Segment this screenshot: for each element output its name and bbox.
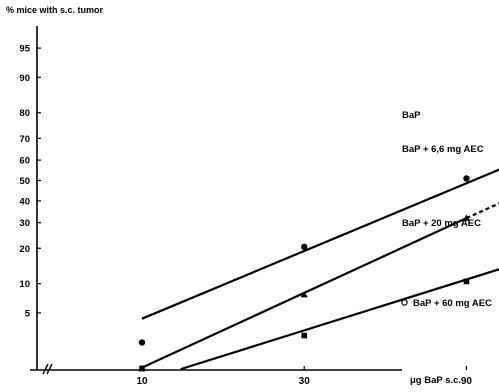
fit-line-bap-6-6-mg-aec-1 xyxy=(465,202,499,220)
y-tick-label-90: 90 xyxy=(19,73,30,84)
y-axis-label: % mice with s.c. tumor xyxy=(6,5,104,15)
series-label-bap-20-mg-aec: BaP + 20 mg AEC xyxy=(402,218,481,229)
axis-break-mark xyxy=(42,363,53,375)
x-axis-label: μg BaP s.c. xyxy=(410,375,461,386)
y-tick-label-20: 20 xyxy=(19,244,30,255)
data-points xyxy=(138,175,471,372)
y-tick-label-10: 10 xyxy=(19,279,30,290)
point-bap-6-6-mg-aec-1 xyxy=(300,291,308,298)
y-tick-label-70: 70 xyxy=(19,134,30,145)
series-label-bap-60-mg-aec: BaP + 60 mg AEC xyxy=(413,298,492,309)
y-tick-label-60: 60 xyxy=(19,156,30,167)
series-labels: BaP BaP + 6,6 mg AEC BaP + 20 mg AEC BaP + … xyxy=(401,110,492,309)
x-tick-label-90: 90 xyxy=(461,376,473,387)
point-bap-20-mg-aec-2 xyxy=(463,278,470,285)
y-tick-label-50: 50 xyxy=(19,176,30,187)
x-tick-label-30: 30 xyxy=(299,376,311,387)
legend-marker-bap-60-mg-aec xyxy=(401,299,408,306)
y-tick-label-95: 95 xyxy=(19,44,30,55)
point-bap-6-6-mg-aec-2 xyxy=(462,214,471,221)
x-tick-label-10: 10 xyxy=(136,376,148,387)
point-bap-2 xyxy=(301,243,308,251)
y-tick-label-5: 5 xyxy=(25,308,31,319)
y-tick-label-80: 80 xyxy=(19,108,30,119)
point-bap-20-mg-aec-0 xyxy=(139,365,145,372)
point-bap-20-mg-aec-1 xyxy=(301,332,308,339)
fit-line-bap-20-mg-aec-0 xyxy=(180,268,499,371)
series-label-bap-6-6-mg-aec: BaP + 6,6 mg AEC xyxy=(402,144,484,155)
fit-line-bap-0 xyxy=(141,168,499,320)
y-tick-label-40: 40 xyxy=(19,196,30,207)
series-label-bap: BaP xyxy=(402,110,421,121)
axes: 5102030405060708090953,3103090270 xyxy=(19,26,473,387)
y-tick-label-30: 30 xyxy=(19,218,30,229)
point-bap-3 xyxy=(463,175,470,182)
point-bap-1 xyxy=(138,339,146,346)
